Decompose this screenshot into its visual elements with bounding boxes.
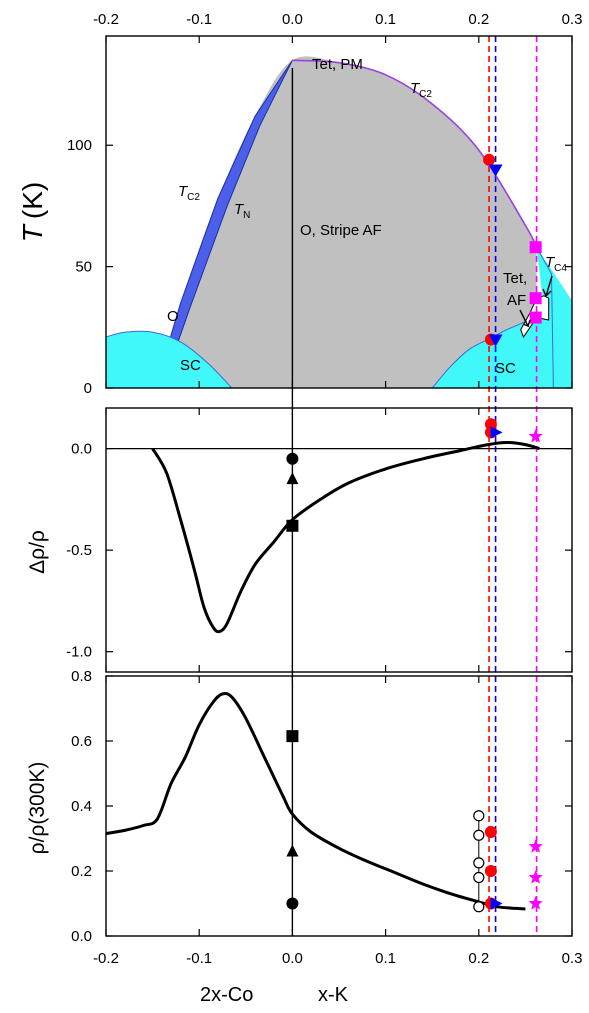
mr-marker-5 bbox=[490, 426, 503, 439]
mr-ytick-label: -0.5 bbox=[66, 542, 92, 559]
sc-right-edge bbox=[536, 247, 572, 388]
mr-marker-1 bbox=[286, 472, 299, 485]
mr-marker-0 bbox=[286, 452, 299, 465]
x-top-tick-label: -0.2 bbox=[93, 11, 119, 28]
rr-marker-11 bbox=[490, 897, 503, 910]
rr-marker-5 bbox=[473, 857, 485, 869]
tn-label: TN bbox=[234, 201, 250, 221]
tc2-left-label-subscript: C2 bbox=[187, 192, 200, 203]
tn-label-subscript: N bbox=[243, 210, 250, 221]
rr-marker-7 bbox=[473, 901, 485, 913]
rr-ylabel: ρ/ρ(300K) bbox=[26, 762, 49, 855]
x-top-tick-label: -0.1 bbox=[186, 11, 212, 28]
rr-ytick-label: 0.6 bbox=[71, 733, 92, 750]
phase-marker-0 bbox=[483, 153, 496, 166]
axes-frames bbox=[105, 35, 573, 937]
tet-pm-label: Tet, PM bbox=[312, 56, 363, 73]
phase-ylabel: T (K) bbox=[17, 182, 48, 242]
text-labels: -0.2 -0.2 -0.1 -0.1 0.0 0.0 0.1 0.1 0.2 0.2 0.3 0.3… bbox=[17, 11, 582, 1006]
sc-dome-left bbox=[105, 330, 233, 389]
rr-marker-6 bbox=[473, 871, 485, 884]
x-bottom-tick-label: -0.2 bbox=[93, 950, 119, 967]
x-axis-label-left: 2x-Co bbox=[200, 984, 253, 1006]
rr-marker-1 bbox=[286, 844, 299, 857]
tet-af-label-2: AF bbox=[507, 292, 526, 309]
tc2-right-label-symbol: T bbox=[410, 80, 421, 97]
rr-marker-9 bbox=[484, 865, 497, 877]
phase-marker-3 bbox=[488, 334, 503, 347]
tc2-left-label-symbol: T bbox=[178, 183, 189, 200]
resistivity-curve bbox=[105, 692, 526, 911]
mr-marker-2 bbox=[286, 519, 299, 532]
phase-ytick-label: 0 bbox=[84, 380, 92, 397]
phase-marker-2 bbox=[488, 164, 503, 177]
rr-ytick-label: 0.4 bbox=[71, 798, 92, 815]
mr-marker-6 bbox=[528, 428, 543, 443]
tc2-right-label-subscript: C2 bbox=[419, 89, 432, 100]
rr-marker-0 bbox=[286, 897, 299, 910]
tn-label-symbol: T bbox=[234, 201, 245, 218]
tc2-left-label: TC2 bbox=[178, 183, 200, 203]
tc4-label: TC4 bbox=[545, 254, 567, 274]
phase-marker-6 bbox=[529, 311, 542, 324]
data-markers bbox=[286, 153, 543, 913]
reference-lines bbox=[291, 36, 538, 936]
x-axis-label-right: x-K bbox=[318, 984, 349, 1006]
tc4-label-subscript: C4 bbox=[554, 263, 567, 274]
phase-marker-5 bbox=[529, 292, 542, 305]
x-bottom-tick-label: -0.1 bbox=[186, 950, 212, 967]
sc-right-label: SC bbox=[495, 360, 516, 377]
tc2-curve bbox=[292, 59, 538, 248]
phase-ytick-label: 50 bbox=[75, 259, 92, 276]
rr-ytick-label: 0.8 bbox=[71, 668, 92, 685]
tet-af-arrow bbox=[519, 309, 531, 328]
phase-ytick-label: 100 bbox=[67, 137, 92, 154]
mr-curve bbox=[151, 440, 540, 634]
rr-marker-13 bbox=[528, 870, 543, 884]
rr-ytick-label: 0.2 bbox=[71, 863, 92, 880]
tc4-label-symbol: T bbox=[545, 254, 556, 271]
rr-marker-3 bbox=[473, 810, 485, 822]
phase-ylabel-unit: (K) bbox=[17, 182, 48, 219]
o-region-label: O bbox=[167, 308, 179, 325]
tc4-arrow bbox=[542, 275, 553, 297]
mr-frame bbox=[105, 407, 573, 673]
x-top-tick-label: 0.1 bbox=[375, 11, 396, 28]
x-top-tick-label: 0.2 bbox=[468, 11, 489, 28]
rr-marker-2 bbox=[286, 730, 299, 743]
mr-ytick-label: 0.0 bbox=[71, 441, 92, 458]
rr-ytick-label: 0.0 bbox=[71, 928, 92, 945]
tc2-lower-boundary bbox=[536, 246, 554, 389]
x-top-tick-label: 0.0 bbox=[282, 11, 303, 28]
mr-ylabel: Δρ/ρ bbox=[26, 530, 49, 574]
x-bottom-tick-label: 0.1 bbox=[375, 950, 396, 967]
phase-marker-4 bbox=[529, 241, 542, 254]
rr-frame bbox=[105, 675, 573, 937]
x-top-tick-label: 0.3 bbox=[562, 11, 583, 28]
rr-marker-14 bbox=[528, 896, 543, 910]
x-bottom-tick-label: 0.2 bbox=[468, 950, 489, 967]
data-curves bbox=[105, 59, 572, 911]
mr-ytick-label: -1.0 bbox=[66, 644, 92, 661]
x-bottom-tick-label: 0.3 bbox=[562, 950, 583, 967]
tet-af-label-1: Tet, bbox=[503, 270, 527, 287]
stripe-af-label: O, Stripe AF bbox=[300, 222, 382, 239]
x-bottom-tick-label: 0.0 bbox=[282, 950, 303, 967]
rr-marker-12 bbox=[528, 839, 543, 853]
rr-marker-8 bbox=[484, 826, 497, 838]
rr-marker-4 bbox=[473, 829, 485, 841]
phase-frame bbox=[105, 35, 573, 389]
phase-ylabel-symbol: T bbox=[17, 223, 48, 242]
sc-left-label: SC bbox=[180, 357, 201, 374]
tc2-right-label: TC2 bbox=[410, 80, 432, 100]
